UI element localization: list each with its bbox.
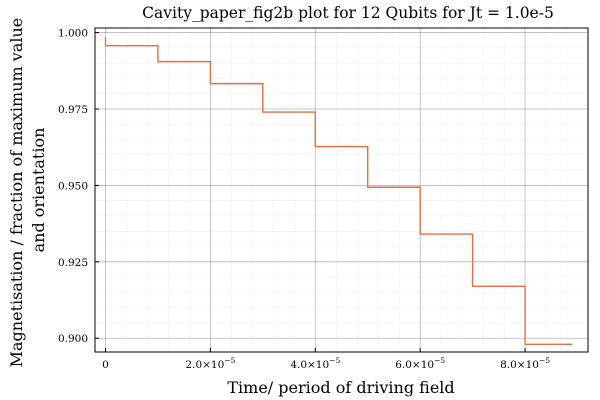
x-tick-label: 6.0×10−5 xyxy=(395,356,445,371)
x-tick-label: 8.0×10−5 xyxy=(500,356,550,371)
y-tick-label: 0.975 xyxy=(58,104,88,116)
y-axis-label-line-1: Magnetisation / fraction of maximum valu… xyxy=(7,18,26,368)
chart-title: Cavity_paper_fig2b plot for 12 Qubits fo… xyxy=(142,4,554,22)
y-axis-label-line-2: and orientation xyxy=(29,128,48,253)
x-axis-label: Time/ period of driving field xyxy=(227,378,454,397)
minor-grid xyxy=(95,28,588,352)
x-tick-label: 2.0×10−5 xyxy=(185,356,235,371)
x-tick-label: 4.0×10−5 xyxy=(290,356,340,371)
y-axis: 1.000 0.975 0.950 0.925 0.900 xyxy=(58,28,99,345)
major-grid xyxy=(95,28,588,352)
x-tick-label: 0 xyxy=(102,359,109,371)
y-tick-label: 0.900 xyxy=(58,333,88,345)
y-tick-label: 0.925 xyxy=(58,257,88,269)
x-axis: 0 2.0×10−5 4.0×10−5 6.0×10−5 8.0×10−5 xyxy=(102,348,550,371)
plot-area xyxy=(94,27,589,353)
y-tick-label: 0.950 xyxy=(58,180,88,192)
series-line xyxy=(104,37,573,346)
y-axis-label: Magnetisation / fraction of maximum valu… xyxy=(7,13,48,368)
y-tick-label: 1.000 xyxy=(58,28,88,40)
